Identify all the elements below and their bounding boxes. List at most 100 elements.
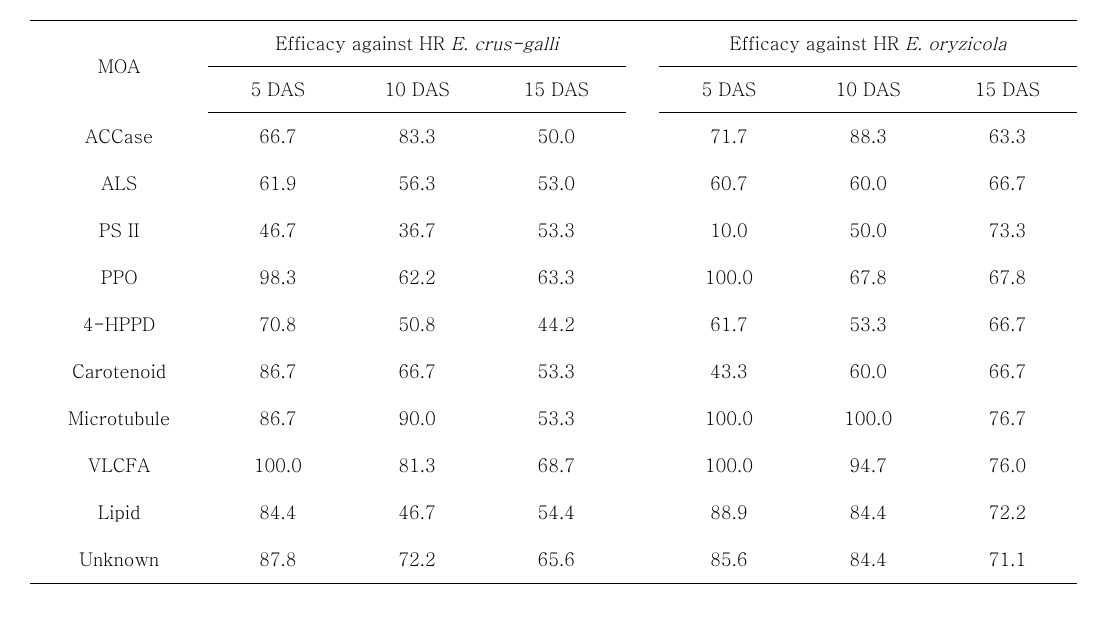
row-spacer	[626, 442, 659, 489]
value-cell: 67.8	[798, 254, 937, 301]
value-cell: 84.4	[208, 489, 347, 536]
value-cell: 53.3	[487, 395, 626, 442]
moa-cell: ACCase	[30, 113, 208, 161]
row-spacer	[626, 113, 659, 161]
moa-cell: Lipid	[30, 489, 208, 536]
value-cell: 43.3	[659, 348, 798, 395]
value-cell: 100.0	[659, 442, 798, 489]
table-row: PS II46.736.753.3 10.050.073.3	[30, 207, 1077, 254]
row-spacer	[626, 301, 659, 348]
moa-cell: PPO	[30, 254, 208, 301]
sub-header: 10 DAS	[798, 67, 937, 113]
value-cell: 53.3	[798, 301, 937, 348]
value-cell: 36.7	[347, 207, 486, 254]
value-cell: 50.0	[798, 207, 937, 254]
value-cell: 81.3	[347, 442, 486, 489]
value-cell: 50.0	[487, 113, 626, 161]
table-row: 4-HPPD70.850.844.2 61.753.366.7	[30, 301, 1077, 348]
moa-cell: VLCFA	[30, 442, 208, 489]
value-cell: 94.7	[798, 442, 937, 489]
value-cell: 84.4	[798, 536, 937, 584]
value-cell: 72.2	[347, 536, 486, 584]
value-cell: 71.1	[938, 536, 1077, 584]
table-row: Microtubule86.790.053.3100.0100.076.7	[30, 395, 1077, 442]
table-row: VLCFA100.081.368.7100.094.776.0	[30, 442, 1077, 489]
moa-cell: ALS	[30, 160, 208, 207]
row-spacer	[626, 348, 659, 395]
value-cell: 65.6	[487, 536, 626, 584]
moa-cell: Microtubule	[30, 395, 208, 442]
value-cell: 100.0	[659, 254, 798, 301]
value-cell: 67.8	[938, 254, 1077, 301]
value-cell: 68.7	[487, 442, 626, 489]
value-cell: 44.2	[487, 301, 626, 348]
value-cell: 66.7	[938, 301, 1077, 348]
value-cell: 100.0	[208, 442, 347, 489]
value-cell: 70.8	[208, 301, 347, 348]
group1-species: E. crus-galli	[451, 31, 559, 56]
sub-header: 5 DAS	[659, 67, 798, 113]
value-cell: 54.4	[487, 489, 626, 536]
value-cell: 53.0	[487, 160, 626, 207]
group2-prefix: Efficacy against HR	[730, 31, 905, 56]
value-cell: 10.0	[659, 207, 798, 254]
group1-prefix: Efficacy against HR	[275, 31, 450, 56]
value-cell: 56.3	[347, 160, 486, 207]
value-cell: 53.3	[487, 348, 626, 395]
value-cell: 61.9	[208, 160, 347, 207]
col-header-moa: MOA	[30, 21, 208, 113]
row-spacer	[626, 395, 659, 442]
value-cell: 100.0	[798, 395, 937, 442]
row-spacer	[626, 207, 659, 254]
value-cell: 62.2	[347, 254, 486, 301]
moa-cell: Carotenoid	[30, 348, 208, 395]
value-cell: 84.4	[798, 489, 937, 536]
value-cell: 53.3	[487, 207, 626, 254]
table-row: Unknown87.872.265.6 85.684.471.1	[30, 536, 1077, 584]
sub-header: 10 DAS	[347, 67, 486, 113]
moa-cell: PS II	[30, 207, 208, 254]
value-cell: 88.3	[798, 113, 937, 161]
value-cell: 72.2	[938, 489, 1077, 536]
sub-header: 15 DAS	[938, 67, 1077, 113]
value-cell: 83.3	[347, 113, 486, 161]
row-spacer	[626, 489, 659, 536]
value-cell: 63.3	[938, 113, 1077, 161]
value-cell: 66.7	[347, 348, 486, 395]
value-cell: 87.8	[208, 536, 347, 584]
row-spacer	[626, 160, 659, 207]
value-cell: 61.7	[659, 301, 798, 348]
value-cell: 63.3	[487, 254, 626, 301]
value-cell: 76.7	[938, 395, 1077, 442]
sub-header: 5 DAS	[208, 67, 347, 113]
sub-header: 15 DAS	[487, 67, 626, 113]
value-cell: 60.0	[798, 348, 937, 395]
moa-cell: 4-HPPD	[30, 301, 208, 348]
group2-species: E. oryzicola	[905, 31, 1007, 56]
table-body: ACCase66.783.350.071.788.363.3ALS61.956.…	[30, 113, 1077, 584]
table-row: ACCase66.783.350.0 71.788.363.3	[30, 113, 1077, 161]
value-cell: 73.3	[938, 207, 1077, 254]
table-row: Carotenoid86.766.753.343.360.066.7	[30, 348, 1077, 395]
value-cell: 46.7	[347, 489, 486, 536]
value-cell: 86.7	[208, 348, 347, 395]
value-cell: 86.7	[208, 395, 347, 442]
value-cell: 46.7	[208, 207, 347, 254]
value-cell: 66.7	[208, 113, 347, 161]
value-cell: 60.7	[659, 160, 798, 207]
value-cell: 66.7	[938, 160, 1077, 207]
col-group-crus-galli: Efficacy against HR E. crus-galli	[208, 21, 626, 67]
header-spacer	[626, 21, 659, 113]
value-cell: 71.7	[659, 113, 798, 161]
table-row: PPO98.362.263.3100.067.867.8	[30, 254, 1077, 301]
value-cell: 85.6	[659, 536, 798, 584]
value-cell: 98.3	[208, 254, 347, 301]
value-cell: 66.7	[938, 348, 1077, 395]
moa-cell: Unknown	[30, 536, 208, 584]
efficacy-table: MOA Efficacy against HR E. crus-galli Ef…	[30, 20, 1077, 584]
value-cell: 60.0	[798, 160, 937, 207]
table-header: MOA Efficacy against HR E. crus-galli Ef…	[30, 21, 1077, 113]
table-row: Lipid84.446.754.488.984.472.2	[30, 489, 1077, 536]
value-cell: 100.0	[659, 395, 798, 442]
value-cell: 50.8	[347, 301, 486, 348]
